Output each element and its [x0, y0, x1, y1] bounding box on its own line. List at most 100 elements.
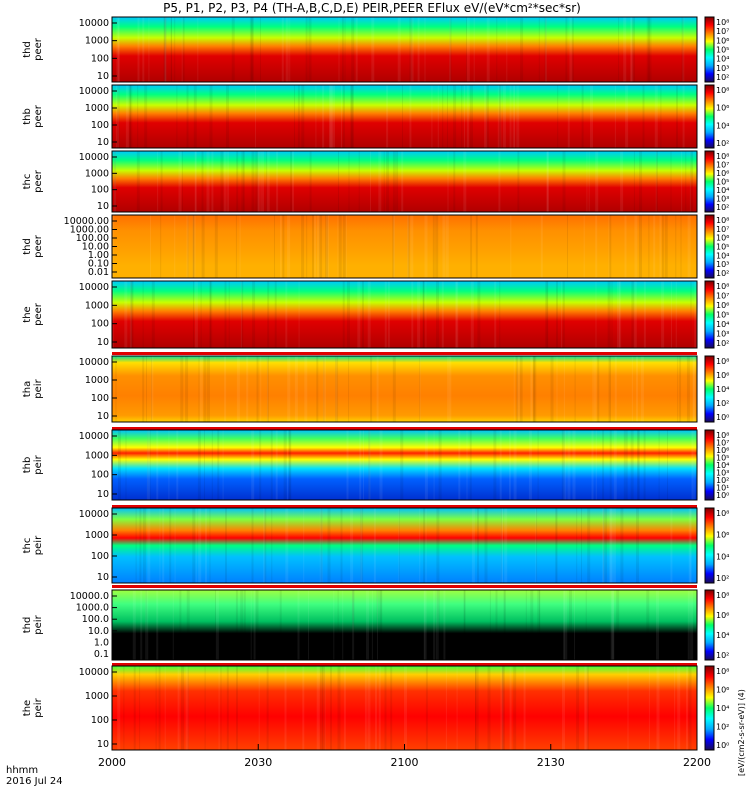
spectrogram-texture	[631, 281, 635, 348]
spectrogram-texture	[679, 356, 682, 422]
spectrogram-image	[112, 666, 697, 750]
spectrogram-texture	[661, 281, 665, 348]
spectrogram-texture	[530, 356, 533, 422]
colorbar-tick-label: 10⁵	[716, 454, 729, 463]
y-tick-label: 1000	[85, 691, 109, 702]
colorbar-tick-label: 10⁷	[716, 27, 729, 36]
spectrogram-texture	[375, 666, 377, 750]
spectrogram-texture	[151, 356, 153, 422]
spectrogram-texture	[332, 85, 335, 148]
spectrogram-texture	[287, 356, 291, 422]
spectrogram-texture	[677, 666, 681, 750]
spectrogram-texture	[642, 85, 645, 148]
spectrogram-texture	[603, 508, 604, 583]
spectrogram-texture	[198, 356, 200, 422]
spectrogram-texture	[312, 215, 314, 278]
y-axis-label: peir	[33, 697, 44, 717]
spectrogram-texture	[263, 508, 266, 583]
spectrogram-texture	[562, 281, 565, 348]
panel-0: 10000 1000 100 10 thd peer 10⁸10⁷10⁶10⁵10⁴10³1…	[22, 16, 729, 83]
spectrogram-texture	[513, 666, 517, 750]
spectrogram-texture	[206, 151, 210, 212]
spectrogram-texture	[179, 590, 182, 660]
spectrogram-texture	[329, 85, 333, 148]
spectrogram-texture	[128, 85, 131, 148]
y-axis-label: peer	[33, 234, 44, 258]
spectrogram-texture	[643, 281, 646, 348]
spectrogram-texture	[424, 430, 428, 500]
spectrogram-texture	[144, 85, 148, 148]
spectrogram-texture	[383, 151, 385, 212]
spectrogram-texture	[319, 666, 323, 750]
spectrogram-texture	[177, 666, 180, 750]
colorbar-tick-label: 10⁸	[716, 509, 729, 518]
spectrogram-texture	[204, 666, 206, 750]
spectrogram-texture	[266, 666, 269, 750]
spectrogram-texture	[225, 508, 227, 583]
spectrogram-texture	[370, 151, 371, 212]
panel-frame	[111, 589, 698, 661]
spectrogram-texture	[398, 508, 400, 583]
spectrogram-texture	[561, 281, 563, 348]
spectrogram-texture	[633, 281, 637, 348]
spectrogram-texture	[246, 356, 249, 422]
colorbar-tick-label: 10²	[716, 203, 729, 212]
y-tick-label: 1000.0	[76, 603, 109, 614]
spectrogram-image	[112, 430, 697, 500]
y-axis-label: peer	[33, 169, 44, 193]
spectrogram-texture	[509, 85, 512, 148]
spectrogram-texture	[267, 356, 268, 422]
spectrogram-texture	[550, 356, 554, 422]
spectrogram-texture	[274, 281, 277, 348]
spectrogram-texture	[289, 430, 292, 500]
spectrogram-texture	[324, 666, 326, 750]
spectrogram-texture	[140, 590, 143, 660]
spectrogram-texture	[557, 85, 559, 148]
spectrogram-texture	[517, 151, 520, 212]
spectrogram-texture	[227, 151, 230, 212]
spectrogram-texture	[112, 281, 114, 348]
spectrogram-texture	[192, 508, 196, 583]
spectrogram-texture	[447, 356, 449, 422]
spectrogram-texture	[287, 215, 291, 278]
spectrogram-texture	[658, 430, 660, 500]
spectrogram-texture	[333, 590, 335, 660]
spectrogram-texture	[620, 508, 624, 583]
spectrogram-texture	[260, 356, 262, 422]
spectrogram-texture	[174, 17, 176, 82]
spectrogram-texture	[567, 430, 571, 500]
spectrogram-texture	[257, 151, 261, 212]
spectrogram-texture	[493, 430, 497, 500]
y-tick-label: 1000	[85, 530, 109, 541]
spectrogram-texture	[436, 508, 440, 583]
y-tick-label: 0.10	[88, 259, 109, 270]
spectrogram-texture	[567, 85, 570, 148]
spectrogram-texture	[595, 151, 599, 212]
spectrogram-texture	[193, 281, 194, 348]
colorbar-tick-label: 10²	[716, 723, 729, 732]
spectrogram-texture	[637, 430, 639, 500]
panel-2: 10000 1000 100 10 thc peer 10⁸10⁷10⁶10⁵10⁴10³1…	[22, 150, 729, 213]
spectrogram-texture	[397, 17, 401, 82]
spectrogram-texture	[419, 508, 421, 583]
spectrogram-texture	[197, 17, 199, 82]
spectrogram-texture	[500, 508, 502, 583]
spectrogram-texture	[239, 215, 241, 278]
spectrogram-texture	[316, 215, 320, 278]
spectrogram-texture	[517, 356, 521, 422]
spectrogram-texture	[648, 666, 650, 750]
spectrogram-texture	[346, 430, 349, 500]
colorbar-tick-label: 10⁴	[716, 121, 729, 130]
spectrogram-texture	[597, 356, 600, 422]
spectrogram-texture	[671, 281, 672, 348]
spectrogram-texture	[404, 666, 407, 750]
spectrogram-texture	[690, 590, 694, 660]
spectrogram-texture	[466, 85, 469, 148]
spectrogram-texture	[585, 590, 587, 660]
y-tick-label: 100	[91, 53, 109, 64]
spectrogram-texture	[151, 281, 155, 348]
spectrogram-texture	[195, 508, 197, 583]
y-axis-label: thb	[22, 457, 33, 474]
spectrogram-texture	[118, 430, 121, 500]
spectrogram-texture	[623, 17, 627, 82]
